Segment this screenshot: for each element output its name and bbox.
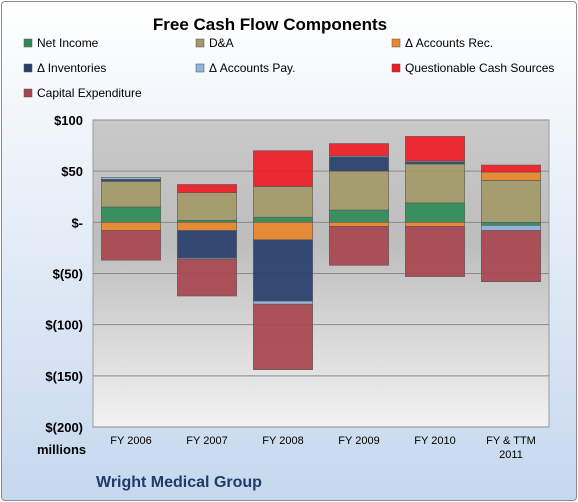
legend-swatch-accounts-rec — [391, 38, 401, 48]
bar-questionable-cash-sources-fy-ttm-2011 — [481, 164, 541, 173]
bar-d-a-fy-2008 — [253, 186, 313, 218]
bar-accounts-rec-fy-2010 — [405, 222, 465, 227]
bar-questionable-cash-sources-fy-2007 — [177, 184, 237, 193]
bar-d-a-fy-2007 — [177, 192, 237, 221]
bar-d-a-fy-ttm-2011 — [481, 180, 541, 223]
bar-stacks — [101, 136, 541, 370]
bar-inventories-fy-2009 — [329, 156, 389, 172]
legend: Net Income D&A Δ Accounts Rec. Δ Inventorie… — [23, 36, 554, 100]
bar-capital-expenditure-fy-ttm-2011 — [481, 230, 541, 282]
bar-net-income-fy-2007 — [177, 219, 237, 223]
x-tick-label: 2011 — [499, 449, 523, 461]
unit-label: millions — [37, 442, 86, 457]
y-axis-ticks: $100 $50 $- $(50) $(100) $(150) $(200) — [45, 113, 83, 435]
bar-accounts-rec-fy-2009 — [329, 222, 389, 227]
legend-label-accounts-rec: Δ Accounts Rec. — [405, 36, 493, 50]
bar-accounts-rec-fy-ttm-2011 — [481, 171, 541, 181]
legend-label-accounts-pay: Δ Accounts Pay. — [209, 61, 296, 75]
x-tick-label: FY 2010 — [414, 435, 455, 447]
legend-label-inventories: Δ Inventories — [37, 61, 106, 75]
y-tick-label: $- — [71, 215, 83, 230]
bar-inventories-fy-2008 — [253, 239, 313, 302]
bar-net-income-fy-2008 — [253, 216, 313, 223]
bar-net-income-fy-2009 — [329, 209, 389, 223]
legend-label-net-income: Net Income — [37, 36, 99, 50]
legend-swatch-net-income — [23, 38, 33, 48]
y-tick-label: $(200) — [45, 420, 83, 435]
x-tick-label: FY & TTM — [486, 435, 536, 447]
x-tick-label: FY 2009 — [338, 435, 379, 447]
x-tick-label: FY 2007 — [186, 435, 227, 447]
bar-accounts-rec-fy-2007 — [177, 222, 237, 231]
bar-questionable-cash-sources-fy-2009 — [329, 143, 389, 157]
gridlines — [93, 119, 549, 428]
bar-net-income-fy-2010 — [405, 202, 465, 223]
bar-inventories-fy-2010 — [405, 161, 465, 165]
bar-capital-expenditure-fy-2007 — [177, 258, 237, 297]
legend-swatch-inventories — [23, 63, 33, 73]
company-name: Wright Medical Group — [96, 474, 262, 491]
y-tick-label: $(150) — [45, 369, 83, 384]
bar-inventories-fy-2006 — [101, 179, 161, 182]
bar-accounts-pay-fy-2006 — [101, 177, 161, 180]
y-tick-label: $(100) — [45, 318, 83, 333]
legend-label-capital-expenditure: Capital Expenditure — [37, 86, 142, 100]
legend-swatch-questionable-cash-sources — [391, 63, 401, 73]
x-axis-ticks: FY 2006 FY 2007 FY 2008 FY 2009 FY 2010 FY & … — [110, 435, 536, 461]
bar-accounts-pay-fy-2008 — [253, 300, 313, 305]
bar-net-income-fy-2006 — [101, 206, 161, 223]
bar-accounts-pay-fy-ttm-2011 — [481, 225, 541, 231]
bar-d-a-fy-2006 — [101, 181, 161, 208]
y-tick-label: $(50) — [53, 267, 83, 282]
legend-swatch-capital-expenditure — [23, 88, 33, 98]
bar-capital-expenditure-fy-2009 — [329, 226, 389, 266]
bar-accounts-rec-fy-2006 — [101, 222, 161, 231]
bar-questionable-cash-sources-fy-2008 — [253, 150, 313, 187]
bar-d-a-fy-2009 — [329, 170, 389, 211]
legend-swatch-accounts-pay — [195, 63, 205, 73]
legend-label-d-a: D&A — [209, 36, 234, 50]
legend-label-questionable-cash-sources: Questionable Cash Sources — [405, 61, 554, 75]
bar-d-a-fy-2010 — [405, 163, 465, 204]
bar-net-income-fy-ttm-2011 — [481, 222, 541, 226]
bar-capital-expenditure-fy-2006 — [101, 230, 161, 261]
bar-accounts-rec-fy-2008 — [253, 222, 313, 241]
bar-capital-expenditure-fy-2008 — [253, 303, 313, 370]
bar-capital-expenditure-fy-2010 — [405, 226, 465, 277]
bar-questionable-cash-sources-fy-2010 — [405, 136, 465, 162]
y-tick-label: $50 — [61, 164, 83, 179]
legend-swatch-d-a — [195, 38, 205, 48]
y-tick-label: $100 — [54, 113, 83, 128]
x-tick-label: FY 2008 — [262, 435, 303, 447]
chart-title: Free Cash Flow Components — [153, 15, 387, 34]
x-tick-label: FY 2006 — [110, 435, 151, 447]
bar-inventories-fy-2007 — [177, 230, 237, 259]
